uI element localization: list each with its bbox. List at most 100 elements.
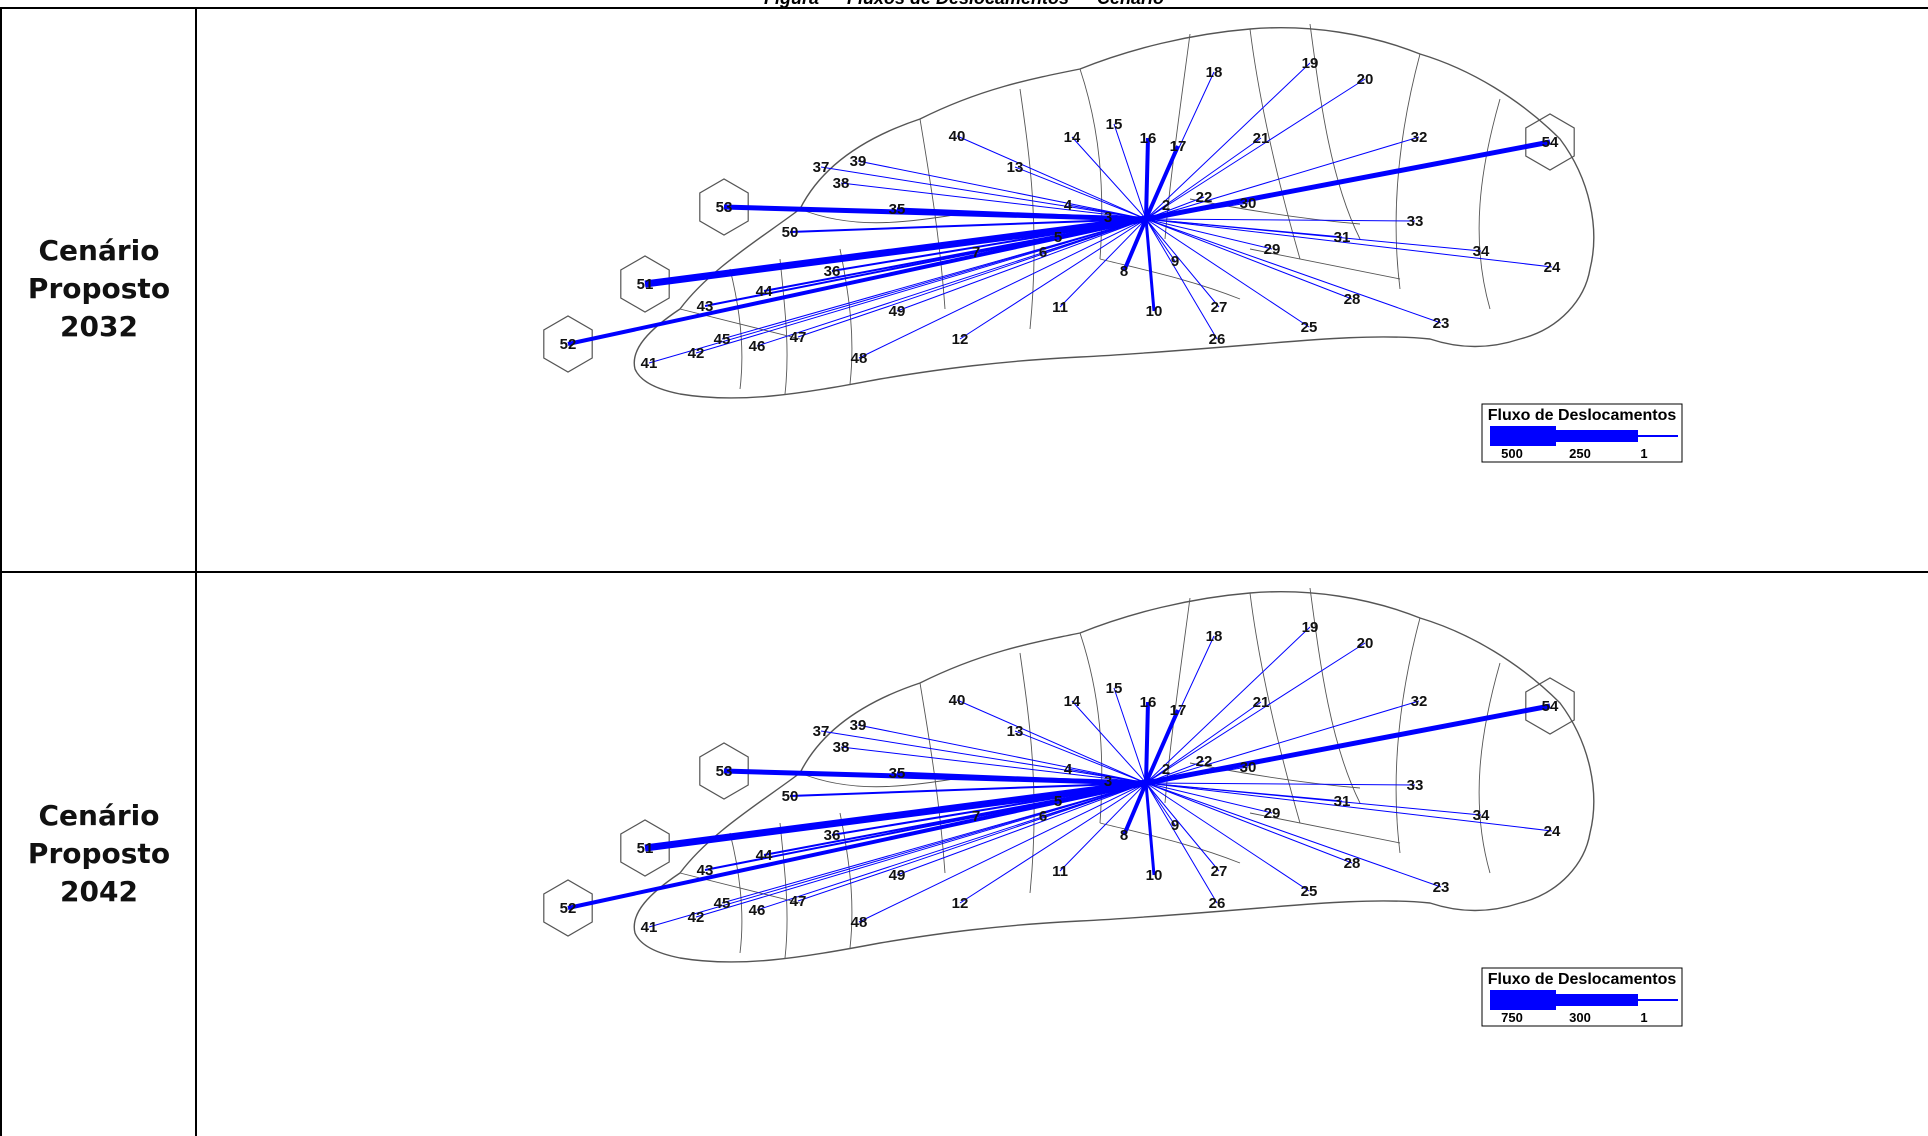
zone-label-5: 5: [1054, 229, 1062, 246]
legend-title: Fluxo de Deslocamentos: [1488, 407, 1677, 424]
zone-label-11: 11: [1052, 299, 1068, 316]
zone-label-38: 38: [833, 175, 850, 192]
zone-label-30: 30: [1240, 759, 1257, 776]
zone-label-54: 54: [1542, 698, 1559, 715]
flow-line-46: [756, 782, 1147, 911]
zone-label-9: 9: [1171, 817, 1179, 834]
row-label-2032: Cenário Proposto 2032: [0, 232, 198, 346]
zone-label-42: 42: [688, 345, 705, 362]
zone-label-19: 19: [1302, 55, 1319, 72]
flow-line-34: [1145, 218, 1482, 252]
zone-label-6: 6: [1039, 244, 1047, 261]
flow-line-49: [896, 218, 1147, 312]
row-label-line: Proposto: [27, 837, 171, 870]
zone-boundary: [1099, 258, 1241, 300]
zone-boundary: [1478, 98, 1501, 310]
zone-label-37: 37: [813, 159, 830, 176]
zone-label-46: 46: [749, 338, 766, 355]
zone-label-27: 27: [1211, 863, 1228, 880]
zone-label-16: 16: [1140, 694, 1157, 711]
flow-line-23: [1145, 218, 1442, 324]
legend-bar-medium: [1556, 994, 1638, 1006]
zone-label-5: 5: [1054, 793, 1062, 810]
zone-boundary: [799, 208, 961, 224]
zone-label-16: 16: [1140, 130, 1157, 147]
zone-boundary: [1019, 652, 1035, 894]
zone-label-27: 27: [1211, 299, 1228, 316]
flow-line-23: [1145, 782, 1442, 888]
flow-line-38: [840, 746, 1147, 784]
zone-label-53: 53: [716, 199, 733, 216]
zone-boundary: [839, 812, 853, 949]
zone-boundary: [1309, 23, 1361, 240]
legend-bar-large: [1490, 990, 1556, 1010]
zone-boundary: [1189, 198, 1361, 225]
zone-label-47: 47: [790, 329, 807, 346]
zone-label-4: 4: [1064, 761, 1073, 778]
zone-label-14: 14: [1064, 129, 1081, 146]
zone-boundary: [1249, 812, 1401, 844]
zone-label-17: 17: [1170, 702, 1187, 719]
flow-line-51: [644, 779, 1147, 852]
flow-line-18: [1145, 635, 1215, 784]
zone-label-41: 41: [641, 919, 658, 936]
zone-label-44: 44: [756, 283, 773, 300]
zone-boundary: [1309, 587, 1361, 804]
flow-line-15: [1113, 687, 1147, 784]
flow-line-46: [756, 218, 1147, 347]
zone-label-36: 36: [824, 827, 841, 844]
zone-label-43: 43: [697, 298, 714, 315]
table-row-divider: [0, 571, 1928, 573]
zone-label-26: 26: [1209, 331, 1226, 348]
zone-label-36: 36: [824, 263, 841, 280]
zone-label-2: 2: [1162, 197, 1170, 214]
legend-bar-large: [1490, 426, 1556, 446]
flow-line-49: [896, 782, 1147, 876]
zone-boundary: [1478, 662, 1501, 874]
flow-line-29: [1145, 782, 1273, 814]
zone-label-24: 24: [1544, 259, 1561, 276]
row-label-line: Cenário: [38, 234, 160, 267]
flow-line-33: [1145, 218, 1416, 222]
zone-label-54: 54: [1542, 134, 1559, 151]
zone-label-52: 52: [560, 336, 577, 353]
table-border-left: [0, 7, 2, 1136]
zone-label-12: 12: [952, 331, 969, 348]
flow-line-32: [1145, 136, 1420, 220]
flow-line-50: [789, 782, 1147, 797]
zone-label-47: 47: [790, 893, 807, 910]
flow-line-29: [1145, 218, 1273, 250]
flow-line-39: [857, 160, 1147, 220]
zone-label-32: 32: [1411, 129, 1428, 146]
zone-boundary: [1249, 248, 1401, 280]
flow-line-26: [1145, 782, 1218, 904]
figure-title: Figura — Fluxos de Deslocamentos — Cenár…: [0, 0, 1928, 9]
zone-label-23: 23: [1433, 315, 1450, 332]
row-label-line: Proposto: [27, 272, 171, 305]
legend-tick-label: 250: [1569, 446, 1591, 461]
zone-label-28: 28: [1344, 855, 1361, 872]
zone-label-44: 44: [756, 847, 773, 864]
flow-line-39: [857, 724, 1147, 784]
flow-line-37: [820, 730, 1147, 784]
zone-label-40: 40: [949, 692, 966, 709]
zone-label-41: 41: [641, 355, 658, 372]
zone-label-42: 42: [688, 909, 705, 926]
zone-label-43: 43: [697, 862, 714, 879]
zone-label-8: 8: [1120, 263, 1128, 280]
zone-label-21: 21: [1253, 694, 1270, 711]
flow-line-50: [789, 218, 1147, 233]
flow-line-28: [1145, 782, 1353, 864]
flow-line-45: [721, 782, 1147, 904]
legend-title: Fluxo de Deslocamentos: [1488, 971, 1677, 988]
zone-label-52: 52: [560, 900, 577, 917]
external-zone-hexagon: [543, 879, 593, 937]
flow-line-14: [1071, 700, 1147, 784]
zone-label-31: 31: [1334, 793, 1351, 810]
flow-line-38: [840, 182, 1147, 220]
row-label-line: 2032: [60, 310, 138, 343]
legend-tick-label: 500: [1501, 446, 1523, 461]
